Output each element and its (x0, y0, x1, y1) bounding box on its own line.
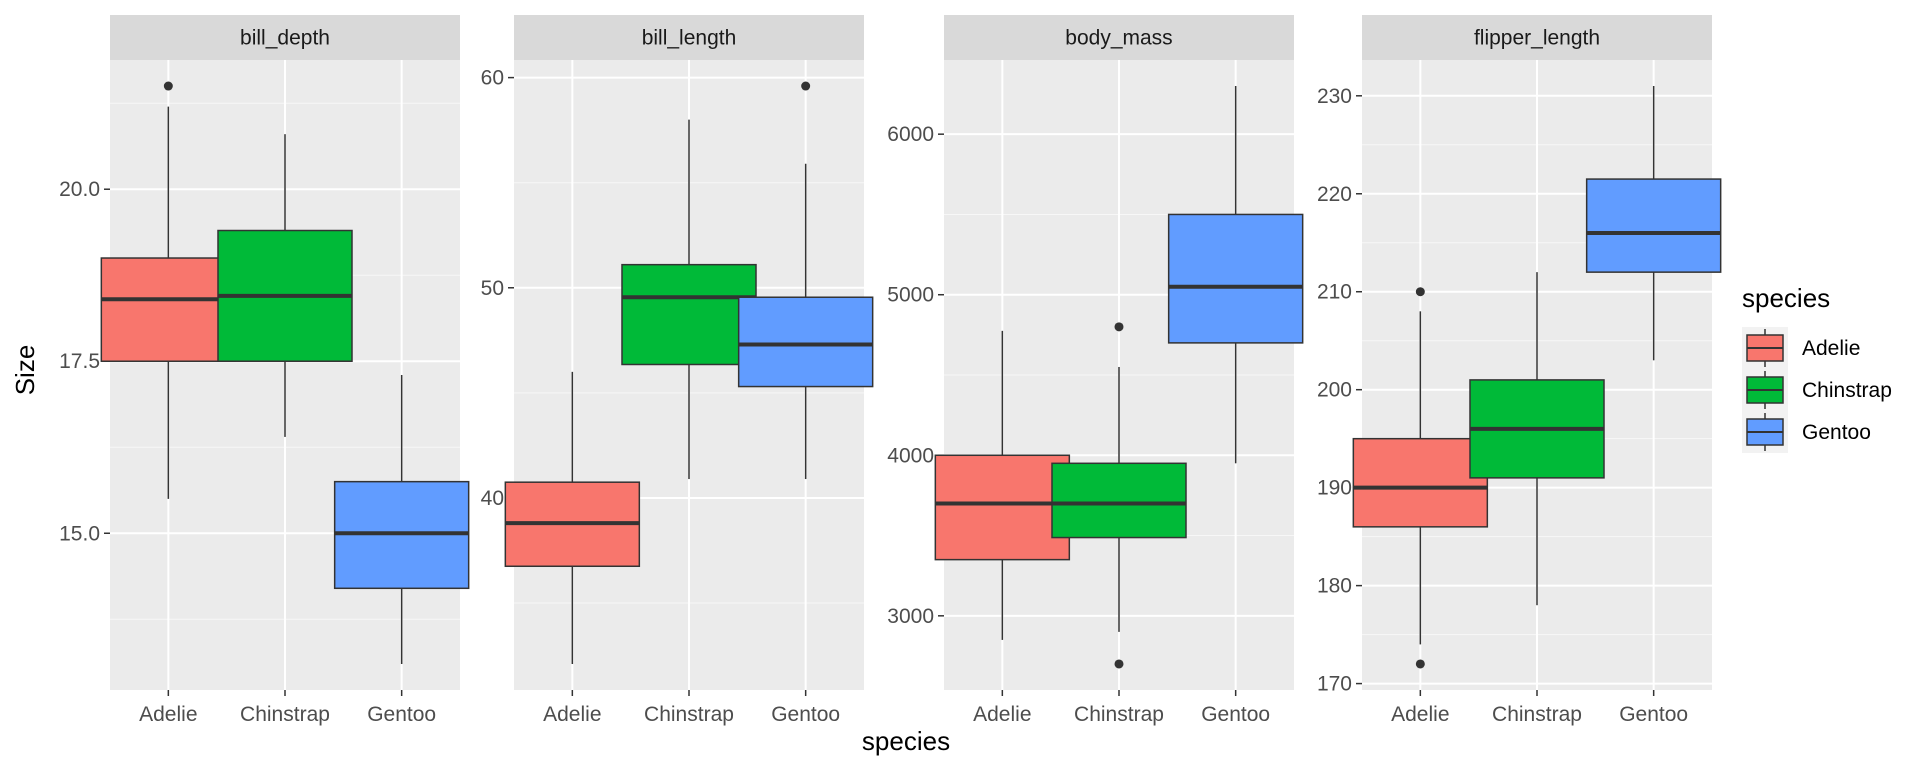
x-tick-label: Gentoo (771, 703, 840, 726)
y-tick-label: 180 (1317, 575, 1352, 598)
facet-bill-length: bill_length 40 50 60 Adelie Chinstrap Gentoo (481, 15, 874, 726)
box-iqr (1585, 178, 1722, 273)
legend-label: Chinstrap (1802, 379, 1892, 402)
legend-item-chinstrap: Chinstrap (1742, 369, 1892, 411)
x-tick-label: Adelie (1391, 703, 1449, 726)
box-gentoo (1585, 86, 1722, 361)
x-tick-label: Chinstrap (1074, 703, 1164, 726)
outlier-point (801, 81, 811, 91)
facet-strip (110, 15, 460, 60)
x-axis-title: species (862, 726, 950, 756)
y-tick-label: 20.0 (59, 178, 100, 201)
y-tick-label: 60 (481, 67, 504, 90)
legend-label: Adelie (1802, 337, 1860, 360)
facet-panels: bill_depth 15.0 17.5 20.0 Adelie Chinstrap Gen… (59, 15, 1722, 726)
facet-strip-label: body_mass (1065, 27, 1172, 50)
box-chinstrap (217, 134, 353, 437)
box-chinstrap (1469, 272, 1605, 606)
box-gentoo (737, 81, 874, 480)
box-iqr (1051, 462, 1187, 539)
facet-body-mass: body_mass 3000 4000 5000 6000 Adelie Chinstrap… (887, 15, 1304, 726)
box-iqr (1167, 213, 1304, 344)
x-tick-label: Adelie (543, 703, 601, 726)
x-tick-label: Gentoo (367, 703, 436, 726)
legend-item-adelie: Adelie (1742, 327, 1860, 369)
box-gentoo (1167, 86, 1304, 464)
x-tick-label: Chinstrap (644, 703, 734, 726)
y-tick-label: 6000 (887, 123, 934, 146)
outlier-point (1114, 659, 1124, 669)
y-tick-label: 50 (481, 277, 504, 300)
box-adelie (1352, 287, 1489, 669)
y-tick-label: 230 (1317, 85, 1352, 108)
outlier-point (1114, 322, 1124, 332)
y-tick-label: 170 (1317, 673, 1352, 696)
y-tick-label: 3000 (887, 605, 934, 628)
facet-strip-label: bill_length (642, 27, 737, 50)
outlier-point (163, 81, 173, 91)
legend-label: Gentoo (1802, 421, 1871, 444)
y-tick-label: 190 (1317, 477, 1352, 500)
y-tick-label: 15.0 (59, 522, 100, 545)
box-gentoo (333, 375, 470, 664)
facet-strip (514, 15, 864, 60)
x-tick-label: Adelie (973, 703, 1031, 726)
box-adelie (504, 371, 641, 664)
facet-bill-depth: bill_depth 15.0 17.5 20.0 Adelie Chinstrap Gen… (59, 15, 470, 726)
box-iqr (934, 454, 1071, 561)
box-adelie (100, 81, 237, 499)
outlier-point (1415, 287, 1425, 297)
box-iqr (621, 263, 757, 366)
y-tick-label: 220 (1317, 183, 1352, 206)
y-tick-label: 17.5 (59, 350, 100, 373)
y-axis-title: Size (10, 345, 40, 396)
facet-strip (944, 15, 1294, 60)
facet-flipper-length: flipper_length 170 180 190 200 210 220 230 Adeli… (1317, 15, 1722, 726)
box-iqr (737, 296, 874, 388)
legend-item-gentoo: Gentoo (1742, 411, 1871, 453)
legend-title: species (1742, 283, 1830, 313)
y-tick-label: 200 (1317, 379, 1352, 402)
outlier-point (1415, 659, 1425, 669)
x-tick-label: Adelie (139, 703, 197, 726)
x-tick-label: Gentoo (1619, 703, 1688, 726)
box-chinstrap (1051, 322, 1187, 669)
facet-strip-label: flipper_length (1474, 27, 1600, 50)
y-tick-label: 40 (481, 487, 504, 510)
facet-strip (1362, 15, 1712, 60)
x-tick-label: Chinstrap (1492, 703, 1582, 726)
box-iqr (100, 257, 237, 362)
y-tick-label: 5000 (887, 284, 934, 307)
y-tick-label: 210 (1317, 281, 1352, 304)
facet-strip-label: bill_depth (240, 27, 330, 50)
legend: species Adelie Chinstrap Gentoo (1742, 283, 1892, 453)
y-tick-label: 4000 (887, 444, 934, 467)
x-tick-label: Gentoo (1201, 703, 1270, 726)
box-iqr (1352, 437, 1489, 528)
x-tick-label: Chinstrap (240, 703, 330, 726)
box-chinstrap (621, 119, 757, 480)
